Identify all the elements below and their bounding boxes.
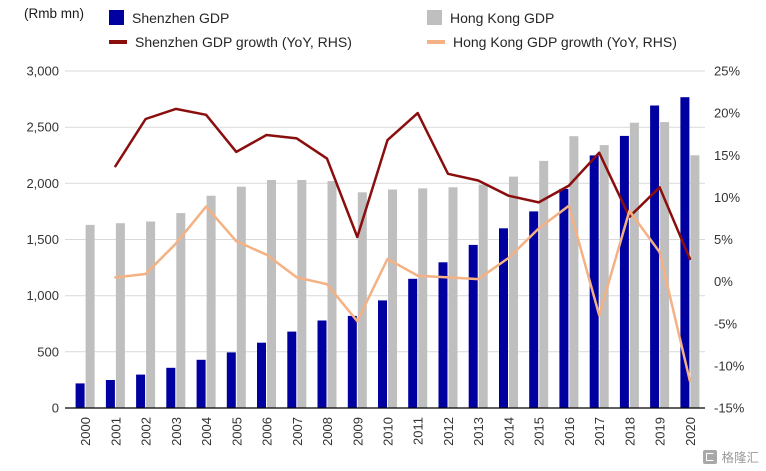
bar-shenzhen-gdp-2007 (287, 331, 297, 408)
x-axis-year-label-2000: 2000 (78, 417, 93, 446)
bar-shenzhen-gdp-2016 (559, 188, 569, 408)
bar-shenzhen-gdp-2010 (378, 300, 387, 408)
line-hong-kong-gdp-growth-yoy-rhs (114, 204, 692, 383)
bar-hong-kong-gdp-2009 (357, 192, 367, 408)
bar-hong-kong-gdp-2010 (388, 189, 397, 408)
legend-item-hong-kong-gdp: Hong Kong GDP (427, 10, 554, 25)
gelonghui-logo-icon (703, 449, 718, 464)
x-axis-year-label-2011: 2011 (411, 417, 426, 445)
bar-shenzhen-gdp-2014 (499, 228, 508, 408)
bar-hong-kong-gdp-2002 (146, 221, 156, 408)
bar-shenzhen-gdp-2018 (619, 135, 629, 408)
bar-shenzhen-gdp-2003 (166, 367, 176, 408)
bar-hong-kong-gdp-2006 (267, 180, 276, 408)
left-axis-tick-500: 500 (37, 344, 59, 359)
x-axis-year-label-2019: 2019 (653, 417, 668, 446)
x-axis-year-label-2009: 2009 (350, 417, 365, 446)
bar-shenzhen-gdp-2015 (529, 211, 539, 408)
legend-label-hong-kong-gdp: Hong Kong GDP (450, 9, 555, 26)
right-axis-tick-0%: 0% (714, 274, 733, 289)
bar-hong-kong-gdp-2001 (115, 223, 125, 408)
bar-hong-kong-gdp-2016 (569, 136, 579, 408)
bar-hong-kong-gdp-2013 (478, 184, 488, 408)
bar-shenzhen-gdp-2002 (136, 374, 146, 408)
legend-label-hong-kong-gdp-growth: Hong Kong GDP growth (YoY, RHS) (453, 34, 677, 50)
bar-hong-kong-gdp-2012 (448, 187, 458, 408)
legend-item-shenzhen-gdp-growth: Shenzhen GDP growth (YoY, RHS) (109, 35, 352, 49)
right-axis-tick-25%: 25% (714, 64, 740, 79)
left-axis-tick-2,000: 2,000 (26, 176, 59, 191)
legend-swatch-shenzhen-gdp (109, 10, 124, 25)
bar-shenzhen-gdp-2011 (408, 278, 418, 408)
legend-item-hong-kong-gdp-growth: Hong Kong GDP growth (YoY, RHS) (427, 35, 677, 49)
x-axis-year-label-2013: 2013 (471, 417, 486, 446)
line-shenzhen-gdp-growth-yoy-rhs (114, 107, 692, 261)
bar-hong-kong-gdp-2018 (629, 122, 639, 408)
bar-shenzhen-gdp-2017 (589, 155, 599, 408)
gelonghui-watermark: 格隆汇 (703, 447, 759, 466)
right-axis-tick--10%: -10% (714, 358, 745, 373)
x-axis-year-label-2018: 2018 (622, 417, 637, 446)
left-axis-tick-1,500: 1,500 (26, 232, 59, 247)
x-axis-year-label-2017: 2017 (592, 417, 607, 446)
bar-shenzhen-gdp-2006 (257, 342, 266, 408)
legend-item-shenzhen-gdp: Shenzhen GDP (109, 10, 229, 25)
legend-swatch-hong-kong-gdp (427, 10, 442, 25)
legend-label-shenzhen-gdp: Shenzhen GDP (132, 9, 230, 26)
bar-hong-kong-gdp-2003 (176, 213, 186, 408)
x-axis-year-label-2010: 2010 (381, 417, 396, 446)
x-axis-year-label-2020: 2020 (683, 417, 698, 446)
right-axis-tick-20%: 20% (714, 106, 740, 121)
bar-hong-kong-gdp-2004 (206, 195, 216, 408)
bar-hong-kong-gdp-2000 (85, 224, 95, 408)
left-axis-tick-1,000: 1,000 (26, 288, 59, 303)
x-axis-year-label-2016: 2016 (562, 417, 577, 446)
left-axis-tick-3,000: 3,000 (26, 64, 59, 79)
bar-hong-kong-gdp-2020 (690, 155, 700, 409)
bar-shenzhen-gdp-2012 (438, 262, 448, 408)
legend-swatch-shenzhen-gdp-growth (109, 40, 127, 44)
x-axis-year-label-2015: 2015 (532, 417, 547, 446)
bar-hong-kong-gdp-2015 (539, 160, 549, 408)
right-axis-tick-5%: 5% (714, 232, 733, 247)
left-axis-tick-2,500: 2,500 (26, 120, 59, 135)
left-axis-unit-label: (Rmb mn) (24, 6, 84, 21)
right-axis-tick-15%: 15% (714, 148, 740, 163)
x-axis-year-label-2001: 2001 (108, 417, 123, 446)
gelonghui-watermark-text: 格隆汇 (721, 451, 759, 465)
bar-shenzhen-gdp-2001 (105, 380, 115, 408)
right-axis-tick-10%: 10% (714, 190, 740, 205)
bar-shenzhen-gdp-2019 (650, 105, 660, 408)
x-axis-year-label-2005: 2005 (229, 417, 244, 446)
x-axis-year-label-2003: 2003 (169, 417, 184, 446)
x-axis-year-label-2007: 2007 (290, 417, 305, 446)
legend-swatch-hong-kong-gdp-growth (427, 40, 445, 44)
bar-shenzhen-gdp-2013 (468, 244, 478, 408)
right-axis-tick--15%: -15% (714, 401, 745, 416)
bar-shenzhen-gdp-2000 (75, 383, 85, 408)
x-axis-year-label-2014: 2014 (502, 417, 517, 446)
bar-hong-kong-gdp-2008 (327, 181, 337, 408)
left-axis-tick-0: 0 (52, 401, 59, 416)
bar-shenzhen-gdp-2008 (317, 320, 327, 408)
bar-shenzhen-gdp-2005 (226, 352, 236, 408)
bar-hong-kong-gdp-2007 (297, 180, 307, 408)
right-axis-tick--5%: -5% (714, 316, 738, 331)
bar-hong-kong-gdp-2014 (509, 176, 518, 408)
x-axis-year-label-2002: 2002 (139, 417, 154, 446)
bar-shenzhen-gdp-2004 (196, 359, 206, 408)
x-axis-year-label-2004: 2004 (199, 417, 214, 446)
bar-hong-kong-gdp-2019 (660, 122, 670, 408)
x-axis-year-label-2008: 2008 (320, 417, 335, 446)
legend-label-shenzhen-gdp-growth: Shenzhen GDP growth (YoY, RHS) (135, 34, 352, 50)
bar-shenzhen-gdp-2009 (347, 315, 357, 408)
bar-hong-kong-gdp-2011 (418, 188, 428, 408)
x-axis-year-label-2006: 2006 (260, 417, 275, 446)
bar-shenzhen-gdp-2020 (680, 97, 690, 408)
x-axis-year-label-2012: 2012 (441, 417, 456, 446)
bar-hong-kong-gdp-2005 (236, 186, 246, 408)
bar-hong-kong-gdp-2017 (599, 145, 609, 408)
